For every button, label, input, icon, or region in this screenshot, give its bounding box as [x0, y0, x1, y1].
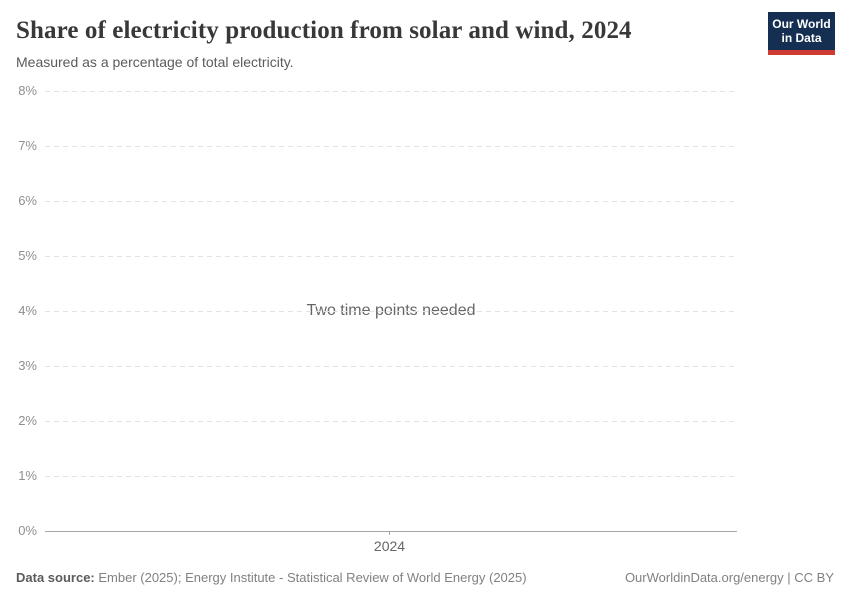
x-axis-tick	[389, 531, 390, 535]
owid-logo-line1: Our World	[772, 17, 831, 31]
y-gridline	[45, 91, 737, 92]
chart-header: Share of electricity production from sol…	[0, 0, 850, 71]
y-gridline	[45, 311, 737, 312]
chart-footer: Data source: Ember (2025); Energy Instit…	[16, 570, 834, 586]
y-axis-tick-label: 8%	[18, 83, 37, 98]
x-axis-tick-label: 2024	[373, 538, 406, 554]
y-axis-tick-label: 3%	[18, 358, 37, 373]
y-axis-tick-label: 4%	[18, 303, 37, 318]
y-axis-tick-label: 6%	[18, 193, 37, 208]
license-link[interactable]: OurWorldinData.org/energy | CC BY	[624, 570, 834, 585]
data-source-text: Ember (2025); Energy Institute - Statist…	[94, 570, 527, 585]
chart-title: Share of electricity production from sol…	[16, 17, 632, 44]
y-axis-tick-label: 0%	[18, 523, 37, 538]
y-axis-tick-label: 7%	[18, 138, 37, 153]
y-gridline	[45, 256, 737, 257]
y-gridline	[45, 201, 737, 202]
data-source-label: Data source:	[16, 570, 95, 585]
owid-logo-line2: in Data	[781, 31, 822, 45]
y-gridline	[45, 146, 737, 147]
plot-area: Two time points needed 0% 1% 2% 3% 4% 5% 6% 7% 8…	[0, 83, 850, 554]
chart-note: Two time points needed	[306, 302, 476, 319]
chart-subtitle: Measured as a percentage of total electr…	[16, 54, 294, 70]
y-axis-tick-label: 5%	[18, 248, 37, 263]
y-axis-tick-label: 1%	[18, 468, 37, 483]
y-axis-tick-label: 2%	[18, 413, 37, 428]
owid-logo[interactable]: Our World in Data	[768, 12, 835, 55]
y-gridline	[45, 366, 737, 367]
data-source: Data source: Ember (2025); Energy Instit…	[16, 570, 527, 586]
x-axis-line	[45, 531, 737, 532]
y-gridline	[45, 476, 737, 477]
y-gridline	[45, 421, 737, 422]
